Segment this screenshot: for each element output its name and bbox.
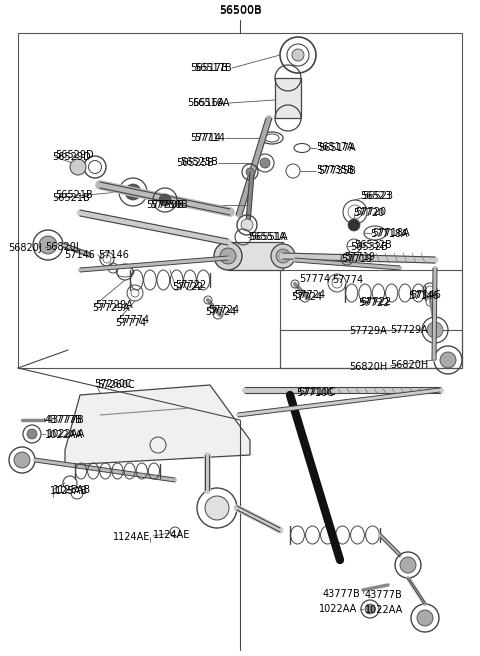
Text: 56500B: 56500B	[219, 5, 261, 15]
Text: 56529D: 56529D	[55, 150, 94, 160]
Text: 57146: 57146	[64, 250, 95, 260]
Text: 1125AB: 1125AB	[53, 485, 91, 495]
Text: 57710C: 57710C	[296, 388, 334, 398]
Text: 56532B: 56532B	[354, 240, 392, 250]
Text: 57774: 57774	[332, 275, 363, 285]
Text: 56516A: 56516A	[192, 98, 230, 108]
Text: 56525B: 56525B	[176, 158, 214, 168]
Bar	[280, 330, 462, 368]
Text: 56517A: 56517A	[318, 143, 356, 153]
Text: 57722: 57722	[172, 282, 203, 292]
Text: 57729A: 57729A	[390, 325, 428, 335]
Text: 57774: 57774	[115, 318, 146, 328]
Bar	[280, 270, 462, 368]
Text: 43777B: 43777B	[47, 415, 85, 425]
Bar	[228, 242, 283, 270]
Text: 56517B: 56517B	[194, 63, 232, 73]
Text: 56551A: 56551A	[248, 232, 286, 242]
Text: 57750B: 57750B	[146, 200, 184, 210]
Text: 57260C: 57260C	[94, 379, 132, 389]
Circle shape	[159, 194, 171, 206]
Text: 56517A: 56517A	[316, 142, 354, 152]
Circle shape	[440, 352, 456, 368]
Text: 57719: 57719	[344, 252, 375, 262]
Text: 56529D: 56529D	[52, 152, 91, 162]
Bar	[18, 33, 462, 368]
Text: 56516A: 56516A	[188, 98, 225, 108]
Circle shape	[365, 604, 375, 614]
Circle shape	[14, 452, 30, 468]
Text: 57714: 57714	[194, 133, 225, 143]
Text: 43777B: 43777B	[365, 590, 403, 600]
Text: 57724: 57724	[294, 290, 325, 300]
Circle shape	[427, 322, 443, 338]
Text: 57729A: 57729A	[349, 326, 387, 336]
Circle shape	[348, 219, 360, 231]
Text: 56525B: 56525B	[180, 157, 218, 167]
Text: 57735B: 57735B	[316, 165, 354, 175]
Text: 56551A: 56551A	[250, 232, 288, 242]
Text: 1124AE: 1124AE	[153, 530, 191, 540]
Text: 56521B: 56521B	[55, 190, 93, 200]
Circle shape	[205, 496, 229, 520]
Text: 1124AE: 1124AE	[113, 532, 150, 542]
Text: 56820H: 56820H	[390, 360, 428, 370]
Text: 43777B: 43777B	[45, 415, 83, 425]
Text: 57718A: 57718A	[370, 229, 408, 239]
Text: 57719: 57719	[341, 254, 372, 264]
Circle shape	[292, 49, 304, 61]
Circle shape	[70, 159, 86, 175]
Circle shape	[214, 242, 242, 270]
Circle shape	[276, 249, 290, 263]
Text: 1022AA: 1022AA	[47, 429, 85, 439]
Text: 56500B: 56500B	[219, 6, 261, 16]
Circle shape	[39, 236, 57, 254]
Polygon shape	[65, 385, 250, 465]
Text: 56523: 56523	[362, 191, 393, 201]
Circle shape	[260, 158, 270, 168]
Circle shape	[125, 184, 141, 200]
Text: 57710C: 57710C	[298, 387, 336, 397]
Text: 56532B: 56532B	[350, 242, 388, 252]
Bar	[275, 78, 301, 118]
Text: 57722: 57722	[360, 297, 391, 307]
Circle shape	[220, 248, 236, 264]
Text: 57718A: 57718A	[372, 228, 409, 238]
Text: 56820J: 56820J	[8, 243, 42, 253]
Text: 57735B: 57735B	[318, 166, 356, 176]
Text: 57720: 57720	[353, 208, 384, 218]
Circle shape	[271, 244, 295, 268]
Circle shape	[400, 557, 416, 573]
Text: 57714: 57714	[190, 133, 221, 143]
Circle shape	[27, 429, 37, 439]
Text: 57729A: 57729A	[95, 300, 133, 310]
Text: 57724: 57724	[291, 292, 322, 302]
Text: 56521B: 56521B	[52, 193, 90, 203]
Text: 57724: 57724	[205, 307, 236, 317]
Text: 57774: 57774	[118, 315, 149, 325]
Text: 57722: 57722	[358, 298, 389, 308]
Text: 56820H: 56820H	[349, 362, 387, 372]
Text: 57722: 57722	[175, 280, 206, 290]
Circle shape	[241, 219, 253, 231]
Text: 57724: 57724	[208, 305, 239, 315]
Text: 1125AB: 1125AB	[50, 486, 88, 496]
Circle shape	[417, 610, 433, 626]
Text: 57750B: 57750B	[150, 200, 188, 210]
Text: 1022AA: 1022AA	[45, 430, 83, 440]
Circle shape	[246, 168, 254, 176]
Text: 1022AA: 1022AA	[319, 604, 357, 614]
Text: 1022AA: 1022AA	[365, 605, 403, 615]
Text: 57146: 57146	[408, 291, 439, 301]
Text: 57146: 57146	[98, 250, 129, 260]
Text: 43777B: 43777B	[322, 589, 360, 599]
Text: 56820J: 56820J	[45, 242, 79, 252]
Text: 57146: 57146	[410, 290, 441, 300]
Text: 56517B: 56517B	[190, 63, 228, 73]
Text: 57260C: 57260C	[97, 380, 135, 390]
Text: 57729A: 57729A	[92, 303, 130, 313]
Text: 56523: 56523	[360, 191, 391, 201]
Text: 57720: 57720	[355, 207, 386, 217]
Text: 57774: 57774	[299, 274, 330, 284]
